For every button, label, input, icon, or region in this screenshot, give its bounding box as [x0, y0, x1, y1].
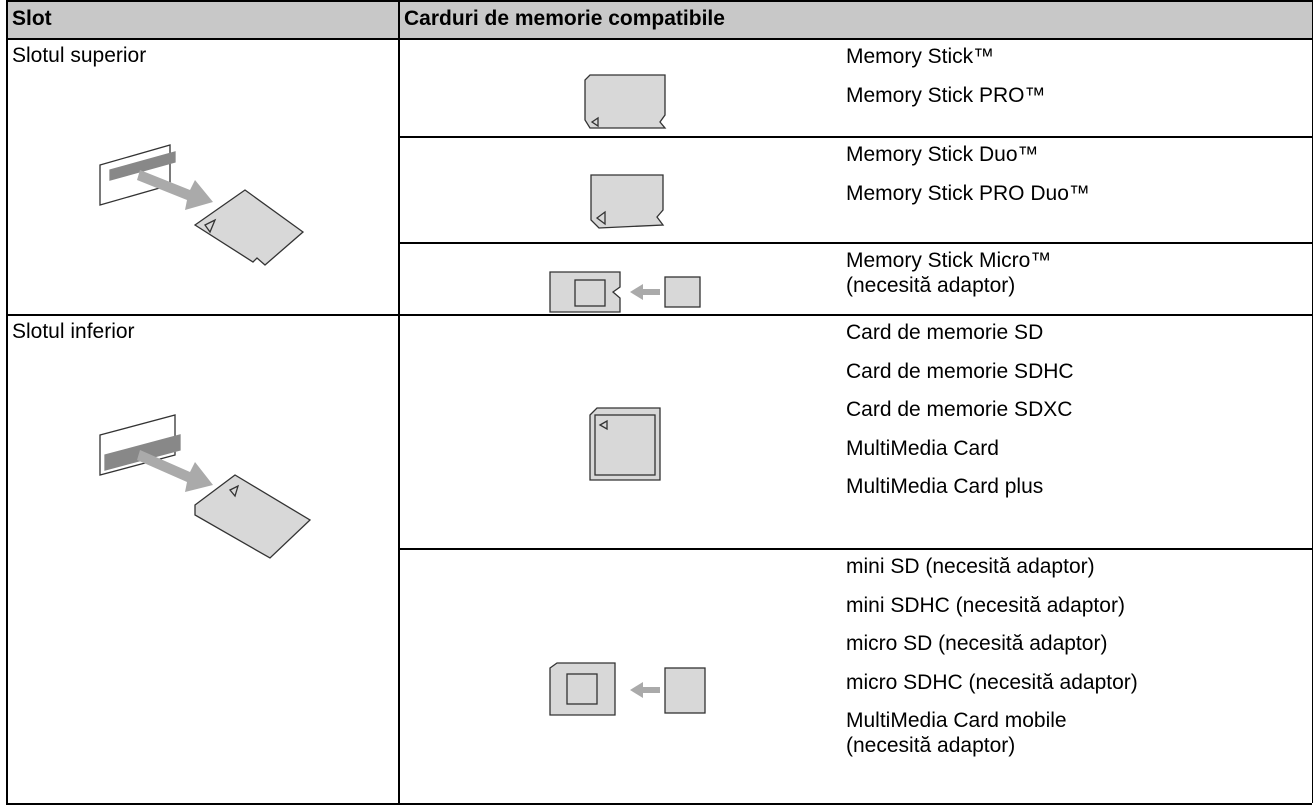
memory-stick-image [584, 74, 667, 129]
slot-name: Slotul superior [12, 44, 147, 67]
card-type: MultiMedia Card plus [846, 475, 1044, 498]
rule [398, 242, 1312, 244]
card-type: micro SD (necesită adaptor) [846, 632, 1108, 655]
card-type: Card de memorie SDHC [846, 359, 1074, 383]
rule [6, 38, 1312, 40]
rule [398, 136, 1312, 138]
card-type: Card de memorie SD [846, 321, 1044, 344]
memory-stick-micro-image [549, 271, 701, 313]
sd-card-image [589, 407, 661, 481]
top-slot-illustration [99, 144, 305, 266]
header-cell: Carduri de memorie compatibile [404, 7, 725, 30]
mini-micro-sd-image [549, 662, 706, 716]
card-type: micro SDHC (necesită adaptor) [846, 670, 1138, 694]
card-type: Memory Stick PRO Duo™ [846, 181, 1090, 205]
bottom-slot-illustration [99, 414, 312, 559]
memory-stick-duo-image [590, 174, 665, 229]
card-type: mini SDHC (necesită adaptor) [846, 593, 1125, 617]
rule [6, 803, 1312, 805]
card-type: Memory Stick PRO™ [846, 83, 1046, 107]
header-cell: Slot [12, 7, 52, 30]
card-type: Memory Stick Micro™ (necesită adaptor) [846, 249, 1052, 297]
card-type: mini SD (necesită adaptor) [846, 555, 1095, 578]
rule [6, 0, 8, 803]
card-type: Memory Stick™ [846, 45, 995, 68]
slot-name: Slotul inferior [12, 320, 135, 343]
header-bg [6, 0, 1313, 38]
card-type: Card de memorie SDXC [846, 398, 1073, 421]
rule [6, 314, 1312, 316]
card-type: MultiMedia Card [846, 436, 999, 460]
rule [6, 0, 1312, 2]
card-type: MultiMedia Card mobile (necesită adaptor… [846, 709, 1067, 757]
rule [398, 548, 1312, 550]
card-type: Memory Stick Duo™ [846, 143, 1039, 166]
rule [398, 0, 400, 803]
